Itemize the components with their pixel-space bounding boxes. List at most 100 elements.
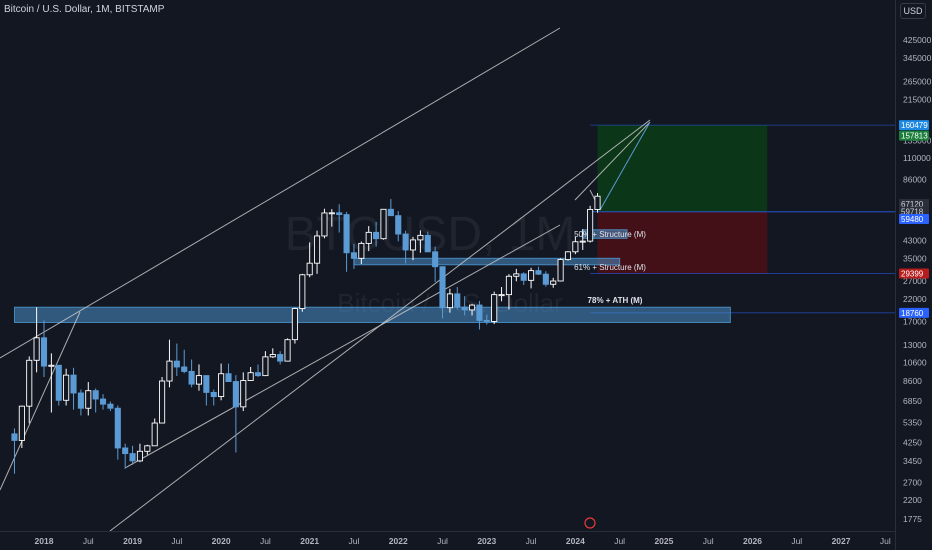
loss-zone <box>597 211 768 274</box>
candle-body-14 <box>114 407 121 449</box>
candle-body-71 <box>535 270 542 275</box>
price-axis-divider <box>895 0 896 550</box>
zone-label-2: 78% + ATH (M) <box>588 296 643 305</box>
candle-body-45 <box>343 214 350 254</box>
x-tick-5: Jul <box>260 536 271 546</box>
candle-body-77 <box>579 240 586 243</box>
y-tick-0: 425000 <box>903 35 932 45</box>
candle-body-56 <box>424 234 431 253</box>
x-tick-17: Jul <box>791 536 802 546</box>
zone-label-1: 61% + Structure (M) <box>574 263 646 272</box>
trendline-0 <box>0 27 561 359</box>
candle-body-13 <box>107 403 114 409</box>
candle-body-70 <box>528 270 535 281</box>
candle-body-44 <box>336 212 343 216</box>
candle-body-42 <box>321 212 328 237</box>
y-tick-13: 10600 <box>903 358 927 368</box>
candle-body-31 <box>240 380 247 408</box>
candle-body-54 <box>409 239 417 251</box>
candle-body-33 <box>254 372 262 377</box>
candle-body-53 <box>402 233 409 251</box>
candle-body-41 <box>314 235 321 264</box>
candle-body-12 <box>99 398 107 405</box>
candle-body-10 <box>85 390 92 409</box>
candle-body-27 <box>210 391 217 398</box>
y-tick-10: 22000 <box>903 294 927 304</box>
candle-body-48 <box>365 231 372 244</box>
x-tick-8: 2022 <box>389 536 408 546</box>
candle-body-51 <box>387 208 394 217</box>
candle-body-36 <box>277 354 284 362</box>
candle-body-22 <box>173 360 180 368</box>
x-tick-6: 2021 <box>300 536 319 546</box>
x-tick-11: Jul <box>526 536 537 546</box>
y-tick-9: 27000 <box>903 276 927 286</box>
x-tick-9: Jul <box>437 536 448 546</box>
price-label-bg-1 <box>899 130 929 141</box>
candle-body-2 <box>26 359 33 407</box>
x-tick-14: 2025 <box>654 536 673 546</box>
price-label-bg-4 <box>899 213 929 224</box>
profit-zone <box>597 125 768 212</box>
candle-body-19 <box>151 422 158 447</box>
zone-label-0: 50% + Structure (M) <box>574 230 646 239</box>
price-label-4: 59480 <box>901 215 924 224</box>
y-tick-21: 1775 <box>903 514 922 524</box>
candle-body-7 <box>63 374 70 401</box>
candle-body-49 <box>373 231 380 240</box>
candle-body-38 <box>291 308 298 341</box>
y-tick-6: 86000 <box>903 175 927 185</box>
currency-button[interactable]: USD <box>900 3 926 19</box>
candle-body-28 <box>218 373 225 398</box>
price-label-bg-5 <box>899 268 929 279</box>
candle-body-69 <box>520 273 527 281</box>
x-tick-10: 2023 <box>477 536 496 546</box>
candle-body-59 <box>446 293 453 309</box>
price-label-bg-0 <box>899 120 929 131</box>
y-tick-8: 35000 <box>903 253 927 263</box>
projection-arrow <box>599 121 651 211</box>
x-tick-16: 2026 <box>743 536 762 546</box>
candle-body-23 <box>181 366 188 372</box>
candle-body-16 <box>129 453 136 462</box>
price-label-5: 29399 <box>901 270 924 279</box>
candle-body-25 <box>195 375 203 385</box>
price-label-1: 157813 <box>901 132 928 141</box>
y-tick-18: 3450 <box>903 456 922 466</box>
y-tick-19: 2700 <box>903 477 922 487</box>
candle-body-67 <box>505 275 512 296</box>
y-tick-17: 4250 <box>903 438 922 448</box>
candle-body-63 <box>476 304 483 321</box>
x-tick-0: 2018 <box>35 536 54 546</box>
x-tick-12: 2024 <box>566 536 585 546</box>
y-tick-2: 265000 <box>903 76 932 86</box>
candle-body-4 <box>40 337 48 367</box>
candle-body-47 <box>358 242 365 259</box>
candle-body-62 <box>468 304 476 311</box>
candle-body-57 <box>432 251 439 268</box>
x-tick-19: Jul <box>880 536 891 546</box>
candle-body-32 <box>247 372 254 381</box>
price-label-2: 67120 <box>901 200 924 209</box>
y-tick-16: 5350 <box>903 418 922 428</box>
candle-body-29 <box>225 373 232 382</box>
candle-body-39 <box>299 274 306 310</box>
y-tick-12: 13000 <box>903 340 927 350</box>
candle-body-55 <box>417 234 424 241</box>
chart-title: Bitcoin / U.S. Dollar, 1M, BITSTAMP <box>4 4 165 15</box>
candle-body-18 <box>144 445 151 452</box>
candle-body-21 <box>166 360 173 382</box>
x-tick-3: Jul <box>171 536 182 546</box>
y-tick-7: 43000 <box>903 235 927 245</box>
candle-body-6 <box>55 364 62 401</box>
time-axis-divider <box>0 531 895 532</box>
x-tick-1: Jul <box>83 536 94 546</box>
candle-body-58 <box>439 266 446 309</box>
candle-body-64 <box>483 319 490 322</box>
candle-body-68 <box>513 273 520 277</box>
x-tick-2: 2019 <box>123 536 142 546</box>
y-tick-15: 6850 <box>903 396 922 406</box>
y-tick-14: 8600 <box>903 376 922 386</box>
candle-body-0 <box>11 433 18 441</box>
